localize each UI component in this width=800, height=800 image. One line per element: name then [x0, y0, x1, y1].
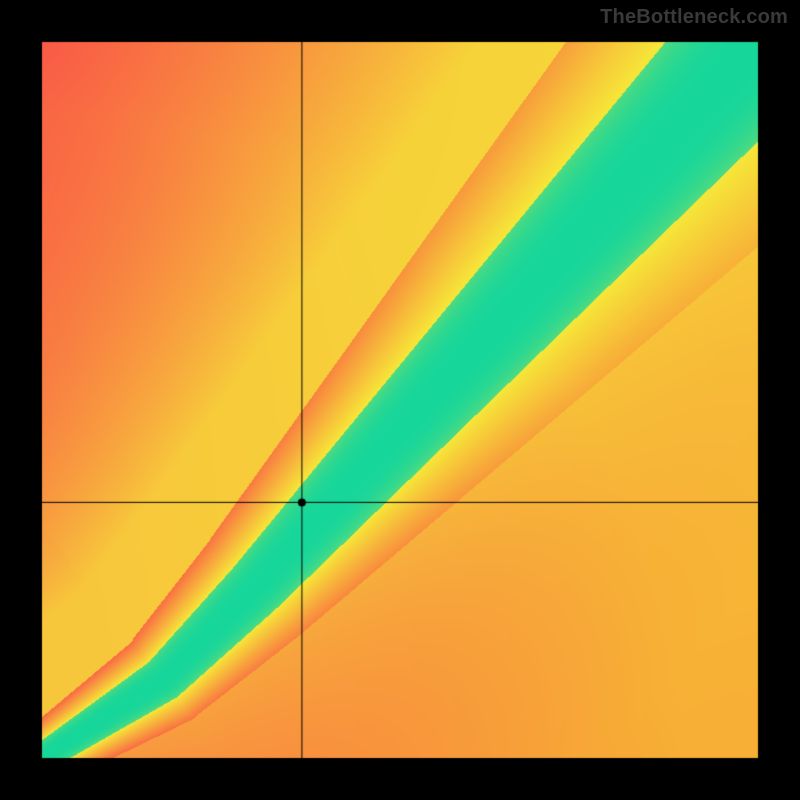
bottleneck-heatmap — [0, 0, 800, 800]
attribution-text: TheBottleneck.com — [600, 6, 788, 29]
chart-container: { "attribution": "TheBottleneck.com", "c… — [0, 0, 800, 800]
